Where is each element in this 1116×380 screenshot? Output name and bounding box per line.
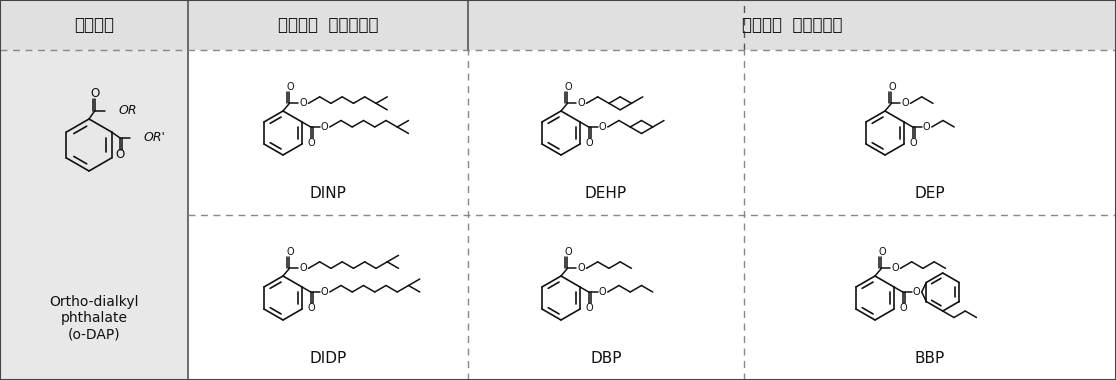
Text: OR: OR bbox=[118, 104, 137, 117]
Text: 고분자량  프탈레이트: 고분자량 프탈레이트 bbox=[278, 16, 378, 34]
Text: O: O bbox=[899, 303, 907, 313]
Bar bbox=[0, 0, 1116, 50]
Text: phthalate: phthalate bbox=[60, 311, 127, 325]
Text: O: O bbox=[321, 287, 328, 297]
Text: O: O bbox=[586, 138, 593, 148]
Text: O: O bbox=[299, 98, 307, 108]
Text: O: O bbox=[307, 138, 315, 148]
Text: (ο-DAP): (ο-DAP) bbox=[68, 327, 121, 341]
Text: O: O bbox=[90, 87, 99, 100]
Text: DINP: DINP bbox=[309, 186, 346, 201]
Text: O: O bbox=[892, 263, 899, 273]
Text: 공통구조: 공통구조 bbox=[74, 16, 114, 34]
Text: O: O bbox=[913, 287, 921, 297]
Text: O: O bbox=[564, 247, 571, 257]
Text: OR': OR' bbox=[144, 131, 165, 144]
Text: O: O bbox=[286, 82, 294, 92]
Text: O: O bbox=[923, 122, 931, 132]
Text: O: O bbox=[286, 247, 294, 257]
Bar bbox=[0, 50, 187, 380]
Text: BBP: BBP bbox=[915, 351, 945, 366]
Text: O: O bbox=[321, 122, 328, 132]
Text: DIDP: DIDP bbox=[309, 351, 347, 366]
Text: O: O bbox=[888, 82, 896, 92]
Text: O: O bbox=[116, 148, 125, 161]
Text: DEHP: DEHP bbox=[585, 186, 627, 201]
Text: 저분자량  프탈레이트: 저분자량 프탈레이트 bbox=[742, 16, 843, 34]
Text: O: O bbox=[578, 263, 585, 273]
Text: O: O bbox=[586, 303, 593, 313]
Text: O: O bbox=[307, 303, 315, 313]
Text: DEP: DEP bbox=[915, 186, 945, 201]
Text: O: O bbox=[910, 138, 917, 148]
Text: DBP: DBP bbox=[590, 351, 622, 366]
Text: Ortho-dialkyl: Ortho-dialkyl bbox=[49, 295, 138, 309]
Text: O: O bbox=[564, 82, 571, 92]
Text: O: O bbox=[578, 98, 585, 108]
Text: O: O bbox=[878, 247, 886, 257]
Text: O: O bbox=[599, 122, 606, 132]
Text: O: O bbox=[299, 263, 307, 273]
Text: O: O bbox=[902, 98, 910, 108]
Text: O: O bbox=[599, 287, 606, 297]
